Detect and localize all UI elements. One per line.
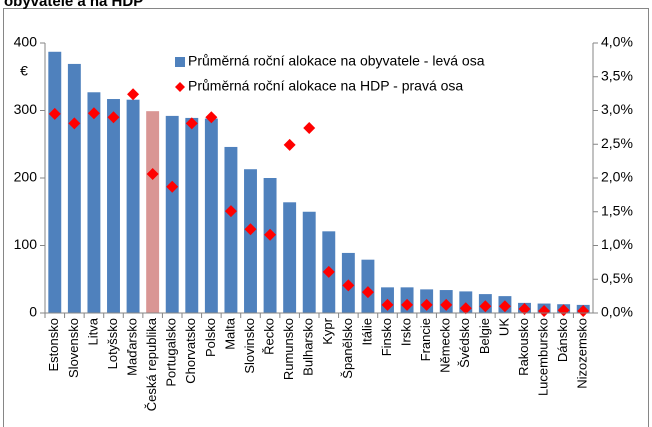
legend-swatch (175, 82, 185, 92)
diamond-marker (538, 304, 551, 317)
diamond-marker (224, 205, 237, 218)
diamond-marker (244, 223, 257, 236)
chart-title: obyvatele a na HDP (4, 0, 143, 10)
diamond-marker (381, 298, 394, 311)
bar (244, 169, 257, 313)
y2-tick-label: 0,5% (601, 270, 633, 286)
x-tick-label: Litva (85, 317, 100, 345)
diamond-marker (68, 117, 81, 130)
y-tick-label: 100 (14, 236, 38, 252)
x-tick-label: Řecko (262, 318, 277, 355)
x-tick-label: Německo (438, 318, 453, 373)
bar (146, 111, 160, 313)
diamond-marker (498, 300, 511, 313)
diamond-marker (166, 180, 179, 193)
x-tick-label: Slovensko (66, 318, 81, 378)
bar (224, 146, 238, 313)
diamond-marker (420, 298, 433, 311)
bar (87, 92, 101, 314)
y-axis-label: € (20, 63, 28, 79)
diamond-marker (577, 304, 590, 317)
diamond-marker (303, 122, 316, 135)
bar (302, 211, 316, 313)
diamond-marker (146, 167, 159, 180)
y2-tick-label: 3,5% (601, 67, 633, 83)
x-tick-label: Itálie (359, 318, 374, 345)
bar (126, 99, 140, 313)
legend-swatch (175, 57, 185, 67)
x-tick-label: Estonsko (46, 318, 61, 371)
y2-tick-label: 1,0% (601, 236, 633, 252)
bar (165, 115, 179, 314)
y2-tick-label: 2,5% (601, 135, 633, 151)
x-tick-label: UK (496, 318, 511, 336)
x-tick-label: Lucembursko (536, 318, 551, 396)
y2-tick-label: 1,5% (601, 202, 633, 218)
x-tick-label: Lotyšsko (105, 318, 120, 369)
bar (67, 63, 81, 313)
diamond-marker (342, 279, 355, 292)
x-tick-label: Portugalsko (164, 318, 179, 387)
x-tick-label: Chorvatsko (183, 318, 198, 384)
diamond-marker (205, 111, 218, 124)
diamond-marker (87, 107, 100, 120)
bar (283, 202, 297, 313)
x-tick-label: Česká republika (144, 317, 159, 411)
x-tick-label: Španělsko (340, 318, 355, 379)
bar (204, 118, 218, 313)
diamond-marker (401, 298, 414, 311)
x-tick-label: Slovinsko (242, 318, 257, 374)
diamond-marker (459, 302, 472, 315)
x-tick-label: Maďarsko (125, 318, 140, 376)
diamond-marker (518, 302, 531, 315)
chart-frame (3, 8, 649, 427)
diamond-marker (107, 111, 120, 124)
diamond-marker (440, 298, 453, 311)
diamond-marker (185, 117, 198, 130)
y2-tick-label: 2,0% (601, 169, 633, 185)
x-tick-label: Švédsko (457, 318, 472, 368)
y-tick-label: 400 (14, 34, 38, 50)
y-tick-label: 200 (14, 169, 38, 185)
diamond-marker (322, 265, 335, 278)
diamond-marker (283, 138, 296, 151)
diamond-marker (127, 88, 140, 101)
bar (107, 99, 120, 314)
diamond-marker (48, 107, 61, 120)
x-tick-label: Malta (222, 317, 237, 350)
x-tick-label: Irsko (399, 318, 414, 346)
x-tick-label: Rakousko (516, 318, 531, 376)
y2-tick-label: 4,0% (601, 34, 633, 50)
bar (263, 178, 277, 313)
legend-label: Průměrná roční alokace na obyvatele - le… (188, 53, 485, 69)
y2-tick-label: 0,0% (601, 304, 633, 320)
diamond-marker (264, 228, 277, 241)
x-tick-label: Kypr (320, 317, 335, 344)
x-tick-label: Polsko (203, 318, 218, 357)
x-tick-label: Rumunsko (281, 318, 296, 380)
bar (185, 117, 199, 313)
diamond-marker (479, 300, 492, 313)
legend-label: Průměrná roční alokace na HDP - pravá os… (188, 78, 463, 94)
bar (48, 51, 62, 314)
y2-tick-label: 3,0% (601, 101, 633, 117)
x-tick-label: Finsko (379, 318, 394, 356)
y-tick-label: 0 (29, 304, 37, 320)
x-tick-label: Bulharsko (301, 318, 316, 376)
diamond-marker (361, 286, 374, 299)
x-tick-label: Belgie (477, 318, 492, 354)
x-tick-label: Nizozemsko (575, 318, 590, 389)
x-tick-label: Francie (418, 318, 433, 361)
y-tick-label: 300 (14, 101, 38, 117)
x-tick-label: Dánsko (555, 318, 570, 362)
